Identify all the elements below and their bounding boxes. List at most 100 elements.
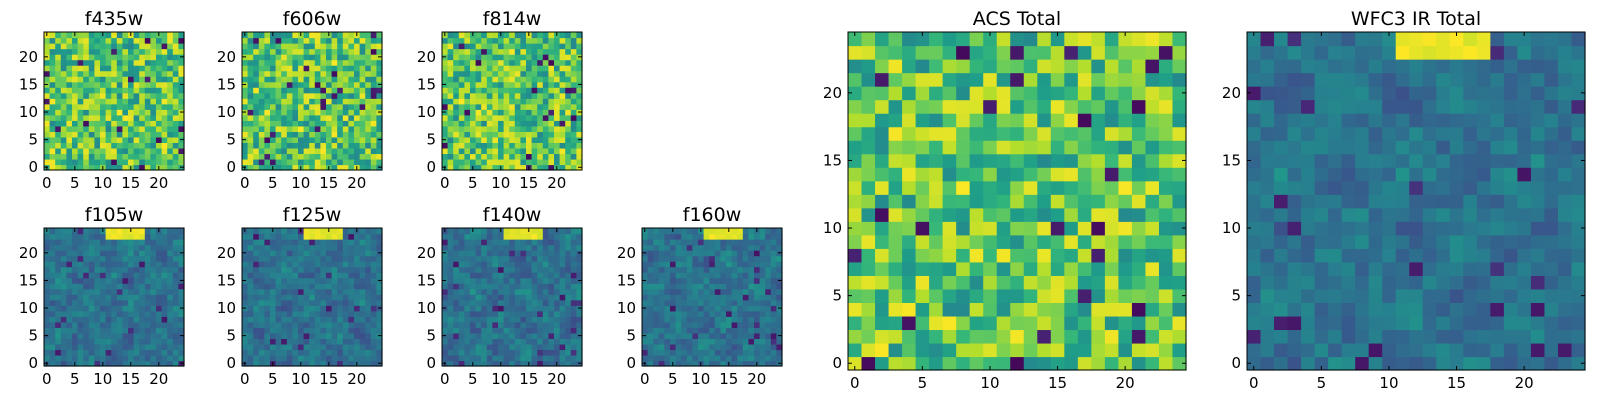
heatmap-cell [337,54,343,60]
heatmap-cell [270,38,276,44]
heatmap-cell [94,71,100,77]
heatmap-cell [956,208,970,222]
heatmap-cell [83,349,89,355]
heatmap-cell [676,311,682,317]
heatmap-cell [94,76,100,82]
heatmap-cell [61,54,67,60]
heatmap-cell [548,289,554,295]
heatmap-cell [653,344,659,350]
heatmap-cell [565,87,571,93]
x-tick-label: 0 [440,174,450,192]
heatmap-cell [78,120,84,126]
heatmap-cell [89,93,95,99]
heatmap-cell [44,355,50,361]
heatmap-cell [487,294,493,300]
heatmap-cell [167,278,173,284]
heatmap-cell [1105,181,1119,195]
heatmap-cell [983,208,997,222]
heatmap-cell [315,60,321,66]
heatmap-cell [298,49,304,55]
heatmap-cell [692,250,698,256]
heatmap-cell [66,142,72,148]
heatmap-cell [309,76,315,82]
heatmap-cell [515,60,521,66]
heatmap-cell [348,338,354,344]
heatmap-cell [1051,208,1065,222]
heatmap-cell [145,228,151,234]
heatmap-cell [875,181,889,195]
heatmap-cell [100,250,106,256]
heatmap-cell [326,289,332,295]
heatmap-cell [532,283,538,289]
heatmap-cell [526,239,532,245]
heatmap-cell [1145,302,1159,316]
heatmap-cell [309,104,315,110]
heatmap-cell [55,239,61,245]
heatmap-cell [173,300,179,306]
heatmap-cell [453,239,459,245]
heatmap-cell [571,109,577,115]
heatmap-cell [162,344,168,350]
heatmap-cell [139,327,145,333]
heatmap-cell [659,355,665,361]
heatmap-cell [681,234,687,240]
heatmap-cell [543,327,549,333]
heatmap-cell [720,250,726,256]
heatmap-cell [470,245,476,251]
heatmap-cell [487,126,493,132]
heatmap-cell [44,327,50,333]
heatmap-cell [173,87,179,93]
heatmap-cell [459,278,465,284]
heatmap-cell [548,153,554,159]
heatmap-cell [692,333,698,339]
heatmap-cell [270,239,276,245]
heatmap-cell [548,98,554,104]
heatmap-cell [760,338,766,344]
heatmap-cell [487,120,493,126]
heatmap-cell [83,267,89,273]
heatmap-cell [970,208,984,222]
heatmap-cell [498,98,504,104]
x-tick-label: 5 [70,370,80,388]
heatmap-cell [270,245,276,251]
heatmap-cell [167,54,173,60]
heatmap-cell [343,38,349,44]
heatmap-cell [520,316,526,322]
heatmap-cell [698,322,704,328]
heatmap-cell [259,104,265,110]
x-tick-label: 20 [547,370,566,388]
heatmap-cell [470,87,476,93]
heatmap-cell [453,159,459,165]
heatmap-cell [281,60,287,66]
heatmap-cell [315,239,321,245]
heatmap-cell [565,109,571,115]
heatmap-cell [122,333,128,339]
heatmap-cell [156,153,162,159]
heatmap-cell [565,322,571,328]
heatmap-cell [128,278,134,284]
heatmap-cell [509,65,515,71]
heatmap-cell [543,256,549,262]
heatmap-cell [117,338,123,344]
heatmap-cell [481,239,487,245]
heatmap-cell [100,300,106,306]
heatmap-cell [354,148,360,154]
heatmap-cell [242,93,248,99]
heatmap-cell [304,71,310,77]
heatmap-cell [442,300,448,306]
heatmap-cell [44,239,50,245]
heatmap-cell [139,87,145,93]
heatmap-cell [150,49,156,55]
heatmap-cell [687,316,693,322]
heatmap-cell [771,305,777,311]
heatmap-cell [106,60,112,66]
heatmap-cell [771,234,777,240]
heatmap-cell [150,272,156,278]
heatmap-cell [481,137,487,143]
heatmap-cell [134,349,140,355]
heatmap-cell [681,327,687,333]
heatmap-cell [61,120,67,126]
heatmap-cell [304,256,310,262]
heatmap-cell [281,344,287,350]
heatmap-cell [687,272,693,278]
